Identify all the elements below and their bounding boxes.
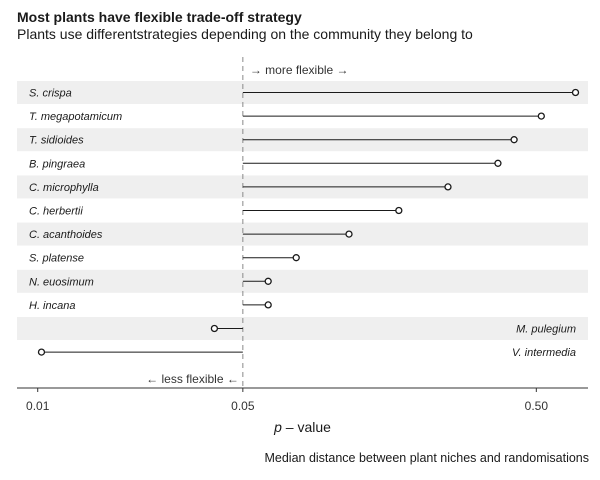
species-label: V. intermedia bbox=[512, 347, 576, 359]
lollipop-marks: S. crispa T. megapotamicum T. sidioides B. … bbox=[29, 88, 580, 359]
x-tick-label: 0.50 bbox=[525, 399, 549, 413]
row-band bbox=[17, 317, 588, 340]
species-label: H. incana bbox=[29, 300, 75, 312]
less-flexible-annotation: ← less flexible ← bbox=[146, 372, 239, 386]
lollipop-point bbox=[264, 301, 272, 309]
species-label: C. acanthoides bbox=[29, 229, 103, 241]
more-flexible-annotation: → more flexible → bbox=[250, 63, 349, 77]
x-axis-label-p: p bbox=[273, 419, 282, 435]
species-label: S. platense bbox=[29, 253, 84, 265]
species-label: S. crispa bbox=[29, 88, 72, 100]
x-axis-ticks: 0.01 0.05 0.50 bbox=[26, 388, 548, 413]
x-tick-label: 0.01 bbox=[26, 399, 50, 413]
lollipop-point bbox=[37, 348, 46, 356]
lollipop-point bbox=[494, 159, 502, 167]
lollipop-point bbox=[444, 183, 452, 191]
chart-caption: Median distance between plant niches and… bbox=[264, 451, 589, 465]
species-label: T. megapotamicum bbox=[29, 111, 122, 123]
x-axis-label-rest: – value bbox=[282, 419, 331, 435]
chart-title: Most plants have flexible trade-off stra… bbox=[17, 9, 302, 25]
species-label: C. microphylla bbox=[29, 182, 99, 194]
lollipop-point bbox=[510, 136, 518, 144]
lollipop-point bbox=[292, 254, 300, 262]
species-label: C. herbertii bbox=[29, 206, 83, 218]
lollipop-point bbox=[395, 206, 403, 215]
x-tick-label: 0.05 bbox=[231, 399, 255, 413]
species-label: M. pulegium bbox=[516, 324, 576, 336]
row-band bbox=[17, 269, 588, 293]
species-label: B. pingraea bbox=[29, 158, 85, 170]
lollipop-point bbox=[210, 324, 219, 333]
species-label: N. euosimum bbox=[29, 276, 94, 288]
lollipop-point bbox=[345, 230, 353, 238]
lollipop-point bbox=[537, 112, 545, 120]
species-label: T. sidioides bbox=[29, 135, 84, 147]
lollipop-point bbox=[264, 277, 272, 285]
x-axis-label: p – value bbox=[273, 419, 331, 435]
chart-subtitle: Plants use differentstrategies depending… bbox=[17, 26, 473, 42]
lollipop-point bbox=[571, 88, 580, 97]
